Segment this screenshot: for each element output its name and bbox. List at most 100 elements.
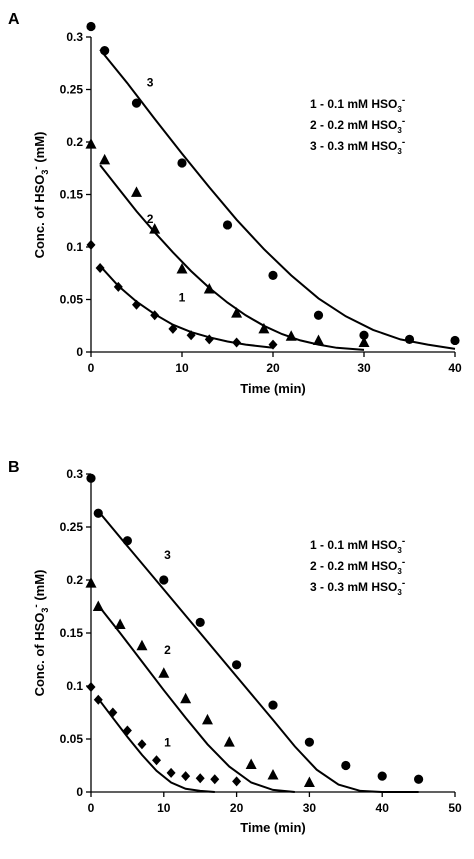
data-point <box>149 223 161 234</box>
data-point <box>132 299 141 310</box>
data-point <box>377 771 387 781</box>
x-tick-label: 50 <box>448 801 462 815</box>
data-point <box>204 334 214 345</box>
data-point <box>313 334 324 345</box>
data-point <box>93 694 103 705</box>
chart-panel-b: B 0 0.05 0.1 0.15 0.2 0.25 0.3 0 10 20 30 40 50 Time (… <box>8 459 462 835</box>
data-point <box>268 700 278 710</box>
series-3: 3 <box>86 21 460 350</box>
panel-label: A <box>8 11 20 28</box>
data-point <box>85 138 97 149</box>
data-point <box>93 508 103 518</box>
y-tick-label: 0.25 <box>60 520 84 534</box>
data-point <box>358 336 370 348</box>
data-point <box>86 21 96 32</box>
data-point <box>341 760 351 771</box>
data-point <box>195 617 205 628</box>
data-point <box>195 773 205 784</box>
data-point <box>159 575 169 585</box>
legend-entry: 3 - 0.3 mM HSO3- <box>310 578 405 597</box>
legend-entry: 1 - 0.1 mM HSO3- <box>310 95 405 114</box>
data-point <box>359 330 369 340</box>
series-2: 2 <box>85 138 370 351</box>
curve-label: 2 <box>164 643 171 657</box>
data-point <box>131 98 142 108</box>
y-tick-label: 0.1 <box>66 679 83 693</box>
data-point <box>450 335 460 346</box>
data-point <box>180 692 192 704</box>
legend-entry: 2 - 0.2 mM HSO3- <box>310 116 405 135</box>
x-tick-label: 30 <box>303 801 317 815</box>
panel-label: B <box>8 459 20 476</box>
data-point <box>231 307 243 318</box>
curve-label: 1 <box>179 291 186 305</box>
legend-entry: 1 - 0.1 mM HSO3- <box>310 536 405 555</box>
data-point <box>232 337 242 348</box>
data-point <box>168 323 178 334</box>
y-tick-label: 0.25 <box>60 83 84 97</box>
data-point <box>114 618 126 630</box>
data-point <box>86 682 96 693</box>
fit-curve-2 <box>97 604 295 793</box>
data-point <box>99 153 111 165</box>
x-axis-label: Time (min) <box>240 820 306 835</box>
y-tick-label: 0 <box>76 785 83 799</box>
series-2: 2 <box>85 577 315 793</box>
series-1: 1 <box>86 239 278 350</box>
y-tick-label: 0.2 <box>66 573 83 587</box>
chart-panel-a: A 0 0.05 0.1 0.15 0.2 0.25 0.3 0 10 20 30 40 Time (mi… <box>8 11 462 396</box>
series-1: 1 <box>86 682 242 793</box>
y-axis-label: Conc. of HSO3- (mM) <box>31 132 50 259</box>
data-point <box>414 774 424 784</box>
data-point <box>100 46 110 56</box>
x-tick-label: 20 <box>230 801 244 815</box>
y-tick-label: 0.05 <box>60 732 84 746</box>
data-point <box>245 758 257 769</box>
data-point <box>122 536 132 546</box>
x-tick-label: 30 <box>357 361 371 375</box>
data-point <box>158 667 170 678</box>
data-point <box>166 767 176 778</box>
data-point <box>92 600 104 611</box>
y-tick-label: 0.1 <box>66 240 83 254</box>
data-point <box>303 776 315 787</box>
legend-entry: 3 - 0.3 mM HSO3- <box>310 137 405 156</box>
curve-label: 2 <box>147 212 154 226</box>
data-point <box>267 769 279 780</box>
data-point <box>136 639 148 651</box>
legend-entry: 2 - 0.2 mM HSO3- <box>310 557 405 576</box>
y-tick-label: 0.15 <box>60 626 84 640</box>
x-tick-label: 0 <box>88 801 95 815</box>
data-point <box>86 473 96 483</box>
x-tick-label: 40 <box>448 361 462 375</box>
x-tick-label: 0 <box>88 361 95 375</box>
data-point <box>108 707 118 718</box>
curve-label: 3 <box>164 548 171 562</box>
data-point <box>122 725 132 736</box>
data-point <box>137 739 147 750</box>
data-point <box>223 736 235 747</box>
data-point <box>113 281 123 292</box>
series-3: 3 <box>86 473 424 793</box>
data-point <box>222 220 233 230</box>
y-tick-label: 0.05 <box>60 293 84 307</box>
data-point <box>85 577 97 588</box>
data-point <box>152 755 162 766</box>
y-tick-label: 0.3 <box>66 467 83 481</box>
data-point <box>86 239 96 250</box>
x-tick-label: 20 <box>266 361 280 375</box>
data-point <box>201 713 213 725</box>
data-point <box>95 263 105 273</box>
fit-curve-3 <box>97 510 419 793</box>
curve-label: 3 <box>147 75 154 89</box>
data-point <box>304 737 314 747</box>
data-point <box>268 339 278 350</box>
y-tick-label: 0.2 <box>66 135 83 149</box>
curve-label: 1 <box>164 735 171 749</box>
data-point <box>203 283 215 294</box>
legend: 1 - 0.1 mM HSO3- 2 - 0.2 mM HSO3- 3 - 0.3 … <box>310 95 405 156</box>
data-point <box>232 776 242 787</box>
fit-curve-2 <box>99 164 365 351</box>
data-point <box>150 310 160 321</box>
